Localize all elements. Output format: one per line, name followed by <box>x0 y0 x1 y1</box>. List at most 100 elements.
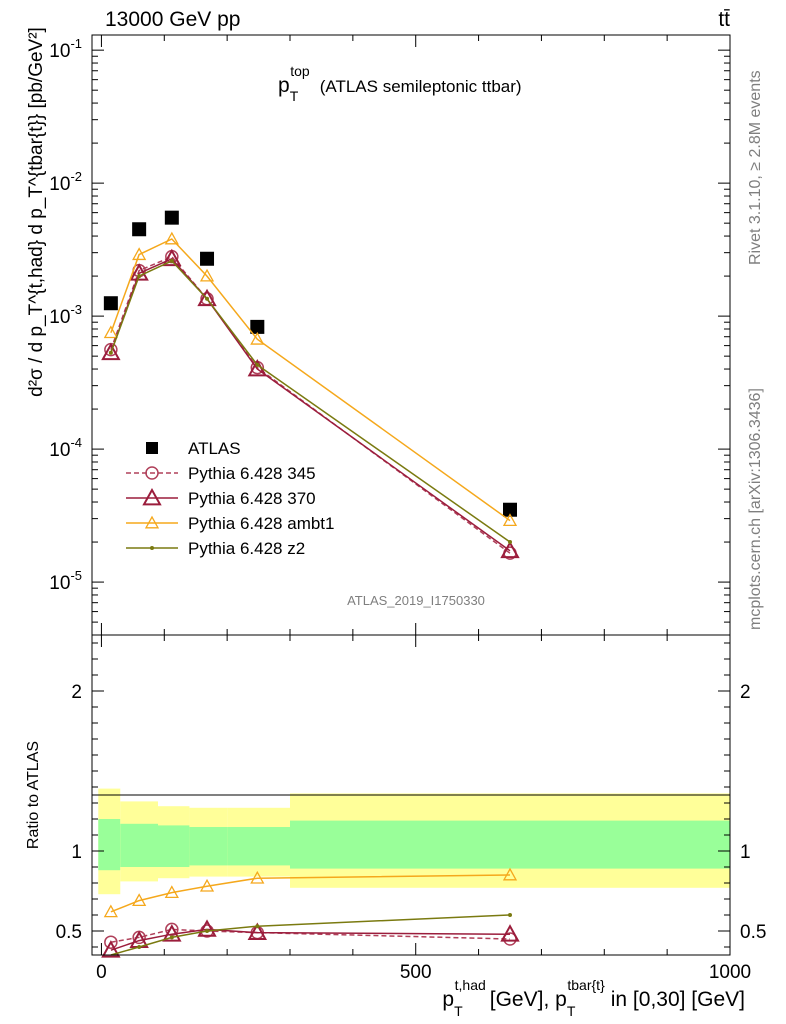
x-label-mid: [GeV], p <box>490 988 567 1011</box>
legend-label: Pythia 6.428 ambt1 <box>188 514 334 533</box>
ratio-series <box>110 913 512 956</box>
main-y-tick-label: 10-2 <box>49 169 82 195</box>
legend-item: Pythia 6.428 ambt1 <box>126 514 334 533</box>
ratio-y-tick-label: 0.5 <box>740 922 766 943</box>
main-y-tick-label: 10-4 <box>49 435 82 461</box>
ratio-y-tick-label: 1 <box>740 842 751 863</box>
data-point <box>200 251 215 266</box>
main-title-sup: top <box>290 63 310 79</box>
ratio-y-tick-label: 1 <box>71 842 82 863</box>
data-point <box>250 331 265 345</box>
site-label: mcplots.cern.ch [arXiv:1306.3436] <box>747 388 764 630</box>
data-point <box>503 502 517 517</box>
ratio-y-tick-label: 2 <box>740 682 751 703</box>
ratio-panel: 0.5 0.51 12 2 0 500 1000 Ratio to ATLAS pTt,h… <box>25 35 766 1019</box>
data-point <box>146 442 158 454</box>
ratio-series <box>101 919 520 958</box>
x-axis-ticks: 0 500 1000 <box>96 35 751 983</box>
data-point <box>132 247 147 261</box>
main-series-line <box>110 238 511 522</box>
x-label-sup2: tbar{t} <box>567 977 605 993</box>
legend-item: ATLAS <box>146 439 241 458</box>
main-series <box>101 248 520 559</box>
x-tick-label: 500 <box>400 962 432 983</box>
main-series-line <box>110 255 511 554</box>
data-point <box>250 319 265 334</box>
ratio-y-label: Ratio to ATLAS <box>25 741 42 849</box>
main-title: pTtop (ATLAS semileptonic ttbar) <box>278 63 522 104</box>
ratio-band-green <box>158 825 190 867</box>
data-point <box>108 350 113 355</box>
data-point <box>197 288 217 307</box>
main-series <box>103 231 518 527</box>
data-point <box>500 924 520 942</box>
x-tick-label: 1000 <box>709 962 751 983</box>
data-point <box>145 466 159 480</box>
data-point <box>197 919 217 937</box>
energy-label: 13000 GeV pp <box>105 8 240 31</box>
legend-label: ATLAS <box>188 439 241 458</box>
ratio-y-tick-label: 0.5 <box>56 922 82 943</box>
data-point <box>247 922 268 940</box>
data-point <box>164 210 179 225</box>
legend-label: Pythia 6.428 370 <box>188 489 316 508</box>
legend-item: Pythia 6.428 z2 <box>126 539 305 558</box>
x-label-sup1: t,had <box>455 977 486 993</box>
data-point <box>162 248 182 267</box>
data-point <box>129 263 149 281</box>
data-point <box>103 296 118 311</box>
main-y-tick-label: 10-5 <box>49 568 82 594</box>
data-point <box>500 540 520 559</box>
x-label-sub2: T <box>567 1003 576 1019</box>
legend-item: Pythia 6.428 345 <box>126 464 316 483</box>
data-point <box>164 885 179 899</box>
x-label-p1: p <box>442 988 454 1011</box>
legend-item: Pythia 6.428 370 <box>126 487 316 508</box>
main-series <box>104 249 517 560</box>
data-point <box>103 325 118 339</box>
ratio-band-green <box>98 819 121 871</box>
analysis-label: ATLAS_2019_I1750330 <box>347 593 485 608</box>
data-point <box>101 342 121 361</box>
main-series <box>108 258 512 545</box>
data-point <box>508 913 512 917</box>
data-point <box>132 222 147 237</box>
ratio-band-green <box>227 827 290 866</box>
data-point <box>169 258 174 263</box>
data-point <box>103 904 118 918</box>
data-point <box>150 546 154 550</box>
main-y-tick-label: 10-1 <box>49 36 82 62</box>
ratio-band-green <box>120 823 158 867</box>
data-point <box>255 924 260 929</box>
ratio-y-tick-label: 2 <box>71 682 82 703</box>
ratio-band-green <box>290 820 730 869</box>
data-point <box>144 515 160 529</box>
ratio-band-green <box>189 827 228 866</box>
x-label-sub1: T <box>454 1003 463 1019</box>
rivet-label: Rivet 3.1.10, ≥ 2.8M events <box>747 70 764 265</box>
data-point <box>169 935 174 940</box>
data-point <box>101 940 121 958</box>
data-point <box>137 274 142 279</box>
ratio-plot-frame <box>91 634 731 956</box>
x-tick-label: 0 <box>96 962 107 983</box>
data-point <box>199 268 215 282</box>
data-point <box>164 231 179 245</box>
main-y-label: d²σ / d p_T^{t,had} d p_T^{tbar{t}} [pb/… <box>26 27 47 397</box>
data-point <box>502 867 518 881</box>
data-point <box>199 878 215 892</box>
ratio-series-line <box>110 914 511 956</box>
main-title-symbol: p <box>278 74 290 97</box>
data-point <box>205 296 210 301</box>
ratio-series <box>103 867 518 918</box>
x-axis-label: pTt,had[GeV], pTtbar{t}in [0,30] [GeV] <box>442 977 745 1019</box>
main-y-tick-label: 10-3 <box>49 302 82 328</box>
data-point <box>205 929 210 933</box>
data-point <box>132 893 147 907</box>
data-point <box>142 487 162 506</box>
data-point <box>137 945 142 949</box>
data-point <box>508 540 512 545</box>
x-label-end: in [0,30] [GeV] <box>611 988 745 1011</box>
data-point <box>162 924 182 942</box>
